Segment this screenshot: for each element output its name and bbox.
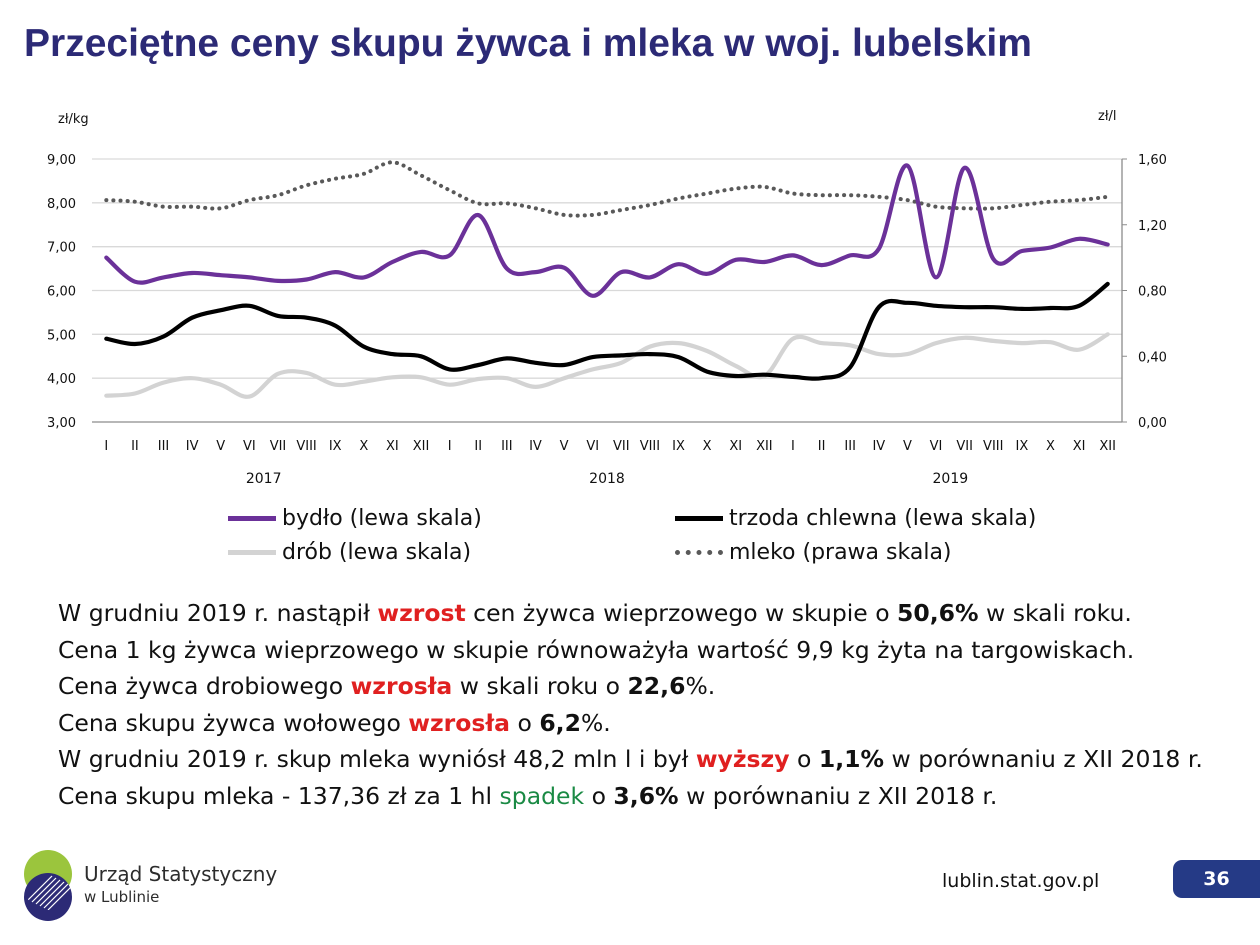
- legend-item-mleko: mleko (prawa skala): [675, 540, 952, 565]
- series-mleko-line: [104, 160, 1110, 218]
- right-tick-label: 1,20: [1138, 219, 1167, 234]
- logo-icon: [24, 850, 72, 921]
- x-tick-label: XII: [756, 439, 773, 454]
- x-tick-label: X: [1046, 439, 1055, 454]
- x-tick-label: V: [216, 439, 225, 454]
- legend-label-mleko: mleko (prawa skala): [729, 540, 952, 565]
- x-tick-label: VIII: [296, 439, 316, 454]
- chart-gridlines: [92, 158, 1122, 379]
- x-tick-label: XI: [729, 439, 742, 454]
- year-label: 2017: [246, 471, 282, 487]
- x-tick-label: VIII: [640, 439, 660, 454]
- logo-line-2: w Lublinie: [84, 888, 160, 906]
- x-tick-label: VI: [930, 439, 943, 454]
- x-tick-label: XII: [413, 439, 430, 454]
- series-bydlo-line: [104, 163, 1110, 298]
- right-tick-label: 0,00: [1138, 416, 1167, 431]
- left-tick-label: 9,00: [47, 153, 76, 168]
- x-tick-label: IX: [1015, 439, 1028, 454]
- x-tick-label: IV: [186, 439, 199, 454]
- x-tick-label: X: [703, 439, 712, 454]
- left-tick-label: 7,00: [47, 241, 76, 256]
- year-label: 2019: [933, 471, 969, 487]
- logo-text: Urząd Statystyczny w Lublinie: [84, 862, 277, 906]
- summary-line-2: Cena 1 kg żywca wieprzowego w skupie rów…: [58, 635, 1135, 664]
- left-axis-unit: zł/kg: [58, 112, 89, 127]
- legend-label-bydlo: bydło (lewa skala): [282, 506, 482, 531]
- x-tick-label: V: [560, 439, 569, 454]
- legend-label-trzoda: trzoda chlewna (lewa skala): [729, 506, 1037, 531]
- x-tick-label: IX: [329, 439, 342, 454]
- x-tick-label: IV: [872, 439, 885, 454]
- left-tick-label: 8,00: [47, 197, 76, 212]
- summary-line-5: W grudniu 2019 r. skup mleka wyniósł 48,…: [58, 745, 1203, 773]
- x-tick-label: XI: [386, 439, 399, 454]
- x-tick-label: XI: [1073, 439, 1086, 454]
- footer-url[interactable]: lublin.stat.gov.pl: [942, 870, 1100, 892]
- x-tick-label: VII: [270, 439, 287, 454]
- x-tick-label: VII: [613, 439, 630, 454]
- left-tick-label: 4,00: [47, 372, 76, 387]
- year-label: 2018: [589, 471, 625, 487]
- x-tick-label: VI: [586, 439, 599, 454]
- x-tick-label: I: [448, 439, 452, 454]
- legend-label-drob: drób (lewa skala): [282, 540, 472, 565]
- x-tick-label: IV: [529, 439, 542, 454]
- x-tick-label: I: [791, 439, 795, 454]
- right-tick-label: 0,80: [1138, 285, 1167, 300]
- chart-axes: [92, 158, 1127, 423]
- x-tick-label: III: [501, 439, 513, 454]
- legend-swatch-trzoda: [675, 516, 723, 521]
- x-tick-label: VIII: [983, 439, 1003, 454]
- page-number: 36: [1203, 868, 1230, 890]
- page-number-badge: 36: [1173, 860, 1260, 898]
- legend-swatch-mleko: [675, 550, 723, 555]
- x-tick-label: VI: [243, 439, 256, 454]
- x-tick-label: X: [359, 439, 368, 454]
- x-tick-label: IX: [672, 439, 685, 454]
- x-tick-label: III: [158, 439, 170, 454]
- chart-labels: 3,00 4,00 5,00 6,00 7,00 8,00 9,00 0,00 0,40 0,80…: [47, 109, 1167, 487]
- legend-item-bydlo: bydło (lewa skala): [228, 506, 482, 531]
- legend-item-drob: drób (lewa skala): [228, 540, 471, 565]
- x-tick-label: V: [903, 439, 912, 454]
- x-tick-label: II: [474, 439, 482, 454]
- x-tick-label: I: [104, 439, 108, 454]
- x-tick-label: VII: [956, 439, 973, 454]
- x-tick-label: XII: [1099, 439, 1116, 454]
- legend-item-trzoda: trzoda chlewna (lewa skala): [675, 506, 1036, 531]
- summary-line-1: W grudniu 2019 r. nastąpił wzrost cen ży…: [58, 599, 1132, 627]
- series-drob-line: [104, 332, 1110, 399]
- right-tick-label: 0,40: [1138, 350, 1167, 365]
- legend-swatch-drob: [228, 550, 276, 555]
- x-tick-label: II: [818, 439, 826, 454]
- series-trzoda-line: [104, 281, 1110, 381]
- summary-line-6: Cena skupu mleka - 137,36 zł za 1 hl spa…: [58, 781, 998, 810]
- left-tick-label: 5,00: [47, 328, 76, 343]
- left-tick-label: 3,00: [47, 416, 76, 431]
- right-axis-unit: zł/l: [1098, 109, 1117, 124]
- legend-swatch-bydlo: [228, 516, 276, 521]
- x-tick-label: II: [131, 439, 139, 454]
- summary-line-4: Cena skupu żywca wołowego wzrosła o 6,2%…: [58, 708, 611, 737]
- page-title: Przeciętne ceny skupu żywca i mleka w wo…: [24, 22, 1032, 65]
- summary-line-3: Cena żywca drobiowego wzrosła w skali ro…: [58, 672, 716, 700]
- logo-line-1: Urząd Statystyczny: [84, 862, 278, 886]
- price-chart: 3,00 4,00 5,00 6,00 7,00 8,00 9,00 0,00 0,40 0,80…: [47, 109, 1167, 487]
- x-tick-label: III: [844, 439, 856, 454]
- summary-text: W grudniu 2019 r. nastąpił wzrost cen ży…: [58, 595, 1203, 814]
- left-tick-label: 6,00: [47, 285, 76, 300]
- chart-series: [104, 160, 1110, 399]
- right-tick-label: 1,60: [1138, 153, 1167, 168]
